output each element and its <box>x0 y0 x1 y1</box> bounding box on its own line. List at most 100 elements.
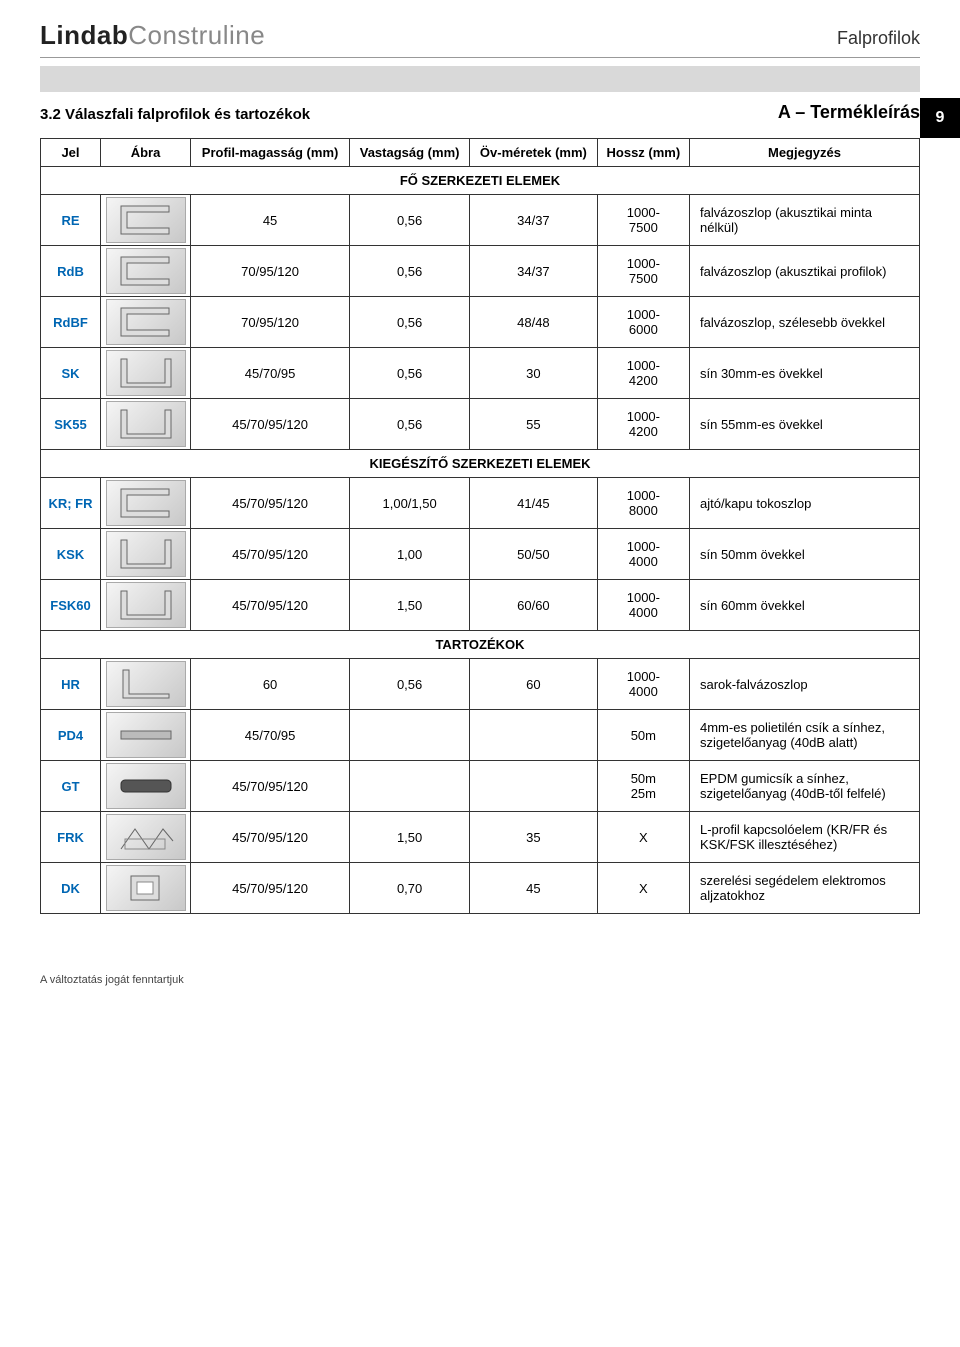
profile-table: Jel Ábra Profil-magasság (mm) Vastagság … <box>40 138 920 914</box>
cell-vt: 1,00/1,50 <box>350 478 470 529</box>
table-section-row: TARTOZÉKOK <box>41 631 920 659</box>
col-ov: Öv-méretek (mm) <box>470 139 598 167</box>
section-title: 3.2 Válaszfali falprofilok és tartozékok <box>40 106 310 123</box>
table-row: SK45/70/950,56301000-4200sín 30mm-es öve… <box>41 348 920 399</box>
cell-ov: 41/45 <box>470 478 598 529</box>
cell-note: falvázoszlop, szélesebb övekkel <box>690 297 920 348</box>
table-row: RdBF70/95/1200,5648/481000-6000falvázosz… <box>41 297 920 348</box>
cell-vt: 0,56 <box>350 399 470 450</box>
table-section-row: KIEGÉSZÍTŐ SZERKEZETI ELEMEK <box>41 450 920 478</box>
brand-light: Construline <box>128 20 265 50</box>
cell-note: sín 60mm övekkel <box>690 580 920 631</box>
cell-jel: KSK <box>41 529 101 580</box>
cell-pm: 45/70/95/120 <box>191 812 350 863</box>
cell-hz: 1000-7500 <box>597 246 689 297</box>
cell-note: sín 30mm-es övekkel <box>690 348 920 399</box>
col-abra: Ábra <box>101 139 191 167</box>
cell-abra <box>101 580 191 631</box>
cell-vt <box>350 761 470 812</box>
page-header: LindabConstruline Falprofilok <box>40 20 920 58</box>
cell-abra <box>101 761 191 812</box>
profile-thumb <box>106 814 186 860</box>
section-label: KIEGÉSZÍTŐ SZERKEZETI ELEMEK <box>41 450 920 478</box>
cell-hz: 1000-4200 <box>597 399 689 450</box>
cell-vt: 1,50 <box>350 812 470 863</box>
cell-note: 4mm-es polietilén csík a sínhez, szigete… <box>690 710 920 761</box>
profile-thumb <box>106 299 186 345</box>
profile-thumb <box>106 197 186 243</box>
table-row: HR600,56601000-4000sarok-falvázoszlop <box>41 659 920 710</box>
table-row: KR; FR 45/70/95/1201,00/1,5041/451000-800… <box>41 478 920 529</box>
cell-vt: 0,56 <box>350 246 470 297</box>
cell-hz: 1000-8000 <box>597 478 689 529</box>
profile-thumb <box>106 712 186 758</box>
cell-note: sín 55mm-es övekkel <box>690 399 920 450</box>
cell-jel: FRK <box>41 812 101 863</box>
profile-thumb <box>106 763 186 809</box>
cell-note: EPDM gumicsík a sínhez, szigetelőanyag (… <box>690 761 920 812</box>
profile-thumb <box>106 531 186 577</box>
table-section-row: FŐ SZERKEZETI ELEMEK <box>41 167 920 195</box>
cell-pm: 45/70/95 <box>191 348 350 399</box>
cell-hz: 1000-4000 <box>597 580 689 631</box>
col-pm: Profil-magasság (mm) <box>191 139 350 167</box>
cell-note: szerelési segédelem elektromos aljzatokh… <box>690 863 920 914</box>
cell-pm: 70/95/120 <box>191 297 350 348</box>
profile-thumb <box>106 350 186 396</box>
cell-hz: 1000-4000 <box>597 529 689 580</box>
col-vt: Vastagság (mm) <box>350 139 470 167</box>
col-note: Megjegyzés <box>690 139 920 167</box>
cell-vt: 0,70 <box>350 863 470 914</box>
cell-pm: 45/70/95/120 <box>191 863 350 914</box>
cell-jel: HR <box>41 659 101 710</box>
cell-abra <box>101 710 191 761</box>
table-row: DK45/70/95/1200,7045Xszerelési segédelem… <box>41 863 920 914</box>
cell-abra <box>101 399 191 450</box>
table-row: SK5545/70/95/1200,56551000-4200sín 55mm-… <box>41 399 920 450</box>
cell-abra <box>101 478 191 529</box>
cell-ov <box>470 710 598 761</box>
cell-abra <box>101 297 191 348</box>
cell-ov: 35 <box>470 812 598 863</box>
cell-jel: KR; FR <box>41 478 101 529</box>
cell-vt: 0,56 <box>350 659 470 710</box>
profile-thumb <box>106 401 186 447</box>
brand-bold: Lindab <box>40 20 128 50</box>
section-label: TARTOZÉKOK <box>41 631 920 659</box>
cell-ov: 50/50 <box>470 529 598 580</box>
cell-vt: 1,00 <box>350 529 470 580</box>
table-row: RdB70/95/1200,5634/371000-7500falvázoszl… <box>41 246 920 297</box>
cell-jel: RE <box>41 195 101 246</box>
cell-ov: 30 <box>470 348 598 399</box>
cell-ov: 34/37 <box>470 246 598 297</box>
cell-abra <box>101 863 191 914</box>
col-hz: Hossz (mm) <box>597 139 689 167</box>
cell-ov: 60 <box>470 659 598 710</box>
section-desc: A – Termékleírás <box>778 102 920 123</box>
cell-ov: 48/48 <box>470 297 598 348</box>
cell-pm: 45 <box>191 195 350 246</box>
cell-note: sarok-falvázoszlop <box>690 659 920 710</box>
cell-jel: GT <box>41 761 101 812</box>
cell-hz: 1000-4200 <box>597 348 689 399</box>
cell-abra <box>101 529 191 580</box>
cell-note: ajtó/kapu tokoszlop <box>690 478 920 529</box>
cell-abra <box>101 659 191 710</box>
cell-hz: X <box>597 812 689 863</box>
cell-abra <box>101 348 191 399</box>
profile-thumb <box>106 582 186 628</box>
profile-thumb <box>106 865 186 911</box>
cell-hz: X <box>597 863 689 914</box>
cell-hz: 1000-4000 <box>597 659 689 710</box>
cell-ov: 60/60 <box>470 580 598 631</box>
cell-hz: 50m <box>597 710 689 761</box>
cell-abra <box>101 246 191 297</box>
cell-jel: PD4 <box>41 710 101 761</box>
cell-jel: RdB <box>41 246 101 297</box>
col-jel: Jel <box>41 139 101 167</box>
cell-hz: 1000-6000 <box>597 297 689 348</box>
gray-band <box>40 66 920 92</box>
cell-vt: 0,56 <box>350 195 470 246</box>
cell-pm: 45/70/95 <box>191 710 350 761</box>
cell-pm: 45/70/95/120 <box>191 478 350 529</box>
